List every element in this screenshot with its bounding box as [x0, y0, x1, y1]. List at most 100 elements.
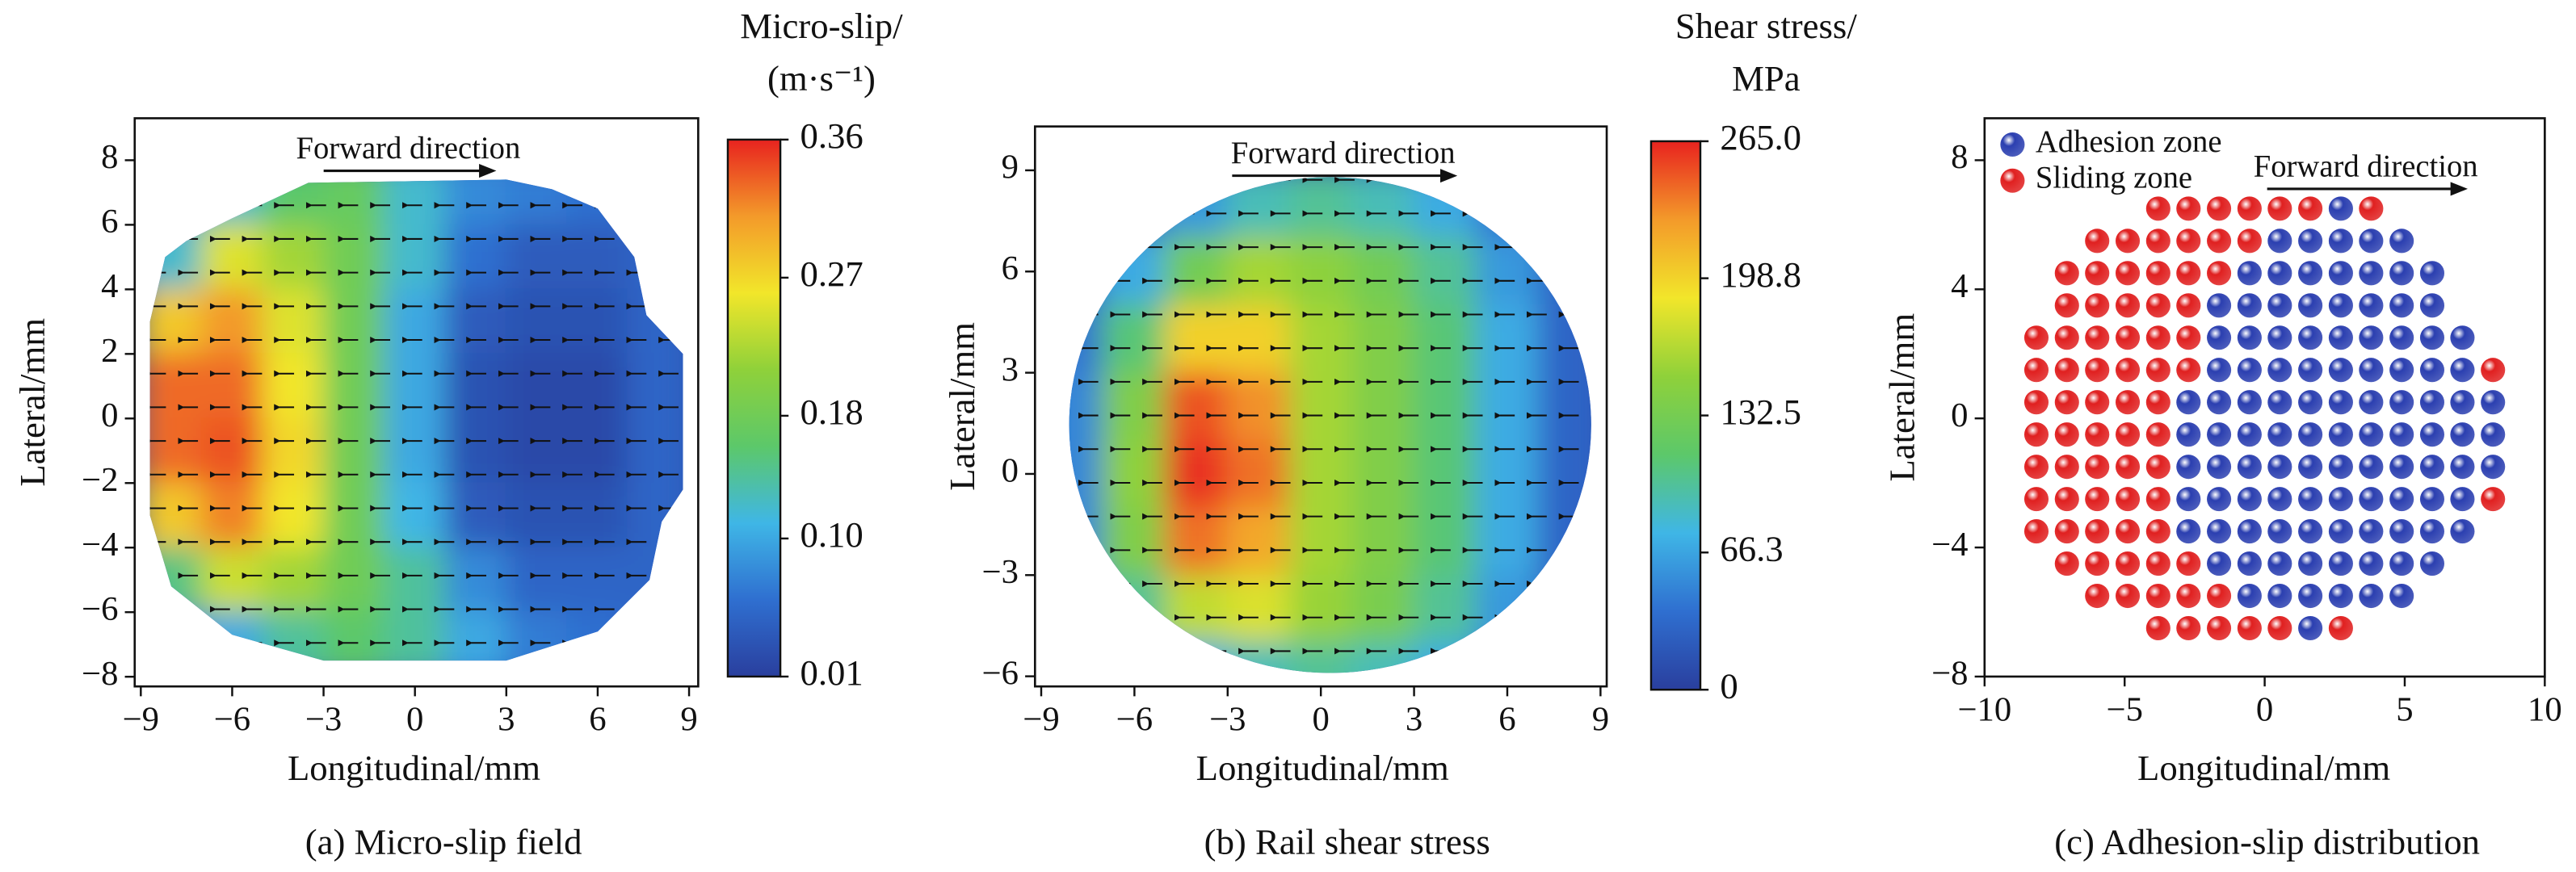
colorbar-tick-label: 0.01: [800, 652, 863, 693]
field-cell: [1226, 439, 1291, 509]
field-cell: [505, 547, 569, 614]
point: [2176, 390, 2201, 415]
point: [2176, 487, 2201, 512]
point: [2298, 228, 2323, 254]
y-tick-label: 4: [1951, 267, 1968, 305]
y-axis-label: Lateral/mm: [1881, 313, 1922, 482]
point: [2054, 390, 2079, 415]
field-cell: [1102, 177, 1166, 239]
y-tick-label: −4: [82, 526, 118, 564]
point: [2085, 551, 2110, 576]
point: [2359, 422, 2384, 447]
x-tick-label: 3: [498, 701, 515, 739]
point: [2328, 261, 2353, 286]
field-cell: [444, 547, 507, 614]
field-cell: [383, 482, 447, 549]
point: [2207, 390, 2232, 415]
x-tick-label: −3: [305, 701, 342, 739]
point: [2419, 358, 2445, 383]
point: [2237, 487, 2262, 512]
field-cell: [383, 611, 447, 661]
x-tick-label: 10: [2528, 690, 2562, 728]
point: [2328, 325, 2353, 350]
point: [2267, 261, 2292, 286]
point: [2298, 455, 2323, 480]
point: [2023, 325, 2049, 350]
field-cell: [322, 547, 385, 614]
point: [2145, 487, 2170, 512]
legend-label: Sliding zone: [2036, 161, 2192, 195]
point: [2419, 325, 2445, 350]
legend-marker: [2000, 132, 2025, 157]
field-cell: [262, 353, 325, 420]
field-cell: [444, 288, 507, 355]
field-cell: [444, 611, 507, 661]
point: [2145, 390, 2170, 415]
point: [2145, 228, 2170, 254]
field-cell: [505, 179, 569, 226]
field-cell: [149, 482, 203, 549]
panel-caption: (c) Adhesion-slip distribution: [2054, 822, 2480, 862]
field-cell: [1288, 641, 1353, 673]
point: [2298, 487, 2323, 512]
point: [2145, 455, 2170, 480]
point: [2237, 583, 2262, 609]
field-cell: [444, 417, 507, 484]
point: [2389, 422, 2414, 447]
field-cell: [505, 353, 569, 420]
panel-caption: (a) Micro-slip field: [305, 822, 582, 862]
point: [2085, 358, 2110, 383]
field-cell: [322, 482, 385, 549]
field-cell: [444, 482, 507, 549]
point: [2298, 196, 2323, 221]
point: [2085, 325, 2110, 350]
point: [2359, 519, 2384, 544]
x-tick-label: 0: [1313, 701, 1330, 739]
field-cell: [627, 224, 683, 291]
field-cell: [149, 179, 203, 226]
point: [2237, 551, 2262, 576]
field-cell: [1288, 304, 1353, 374]
point: [2145, 583, 2170, 609]
field-cell: [1288, 371, 1353, 442]
point: [2145, 293, 2170, 318]
y-tick-label: 8: [1951, 138, 1968, 176]
direction-label: Forward direction: [1231, 136, 1456, 170]
point: [2176, 422, 2201, 447]
point: [2450, 390, 2475, 415]
point: [2207, 519, 2232, 544]
x-axis-label: Longitudinal/mm: [2137, 748, 2390, 788]
y-tick-label: 0: [1951, 396, 1968, 434]
point: [2419, 551, 2445, 576]
field-cell: [1413, 641, 1477, 673]
point: [2085, 228, 2110, 254]
y-tick-label: 6: [1002, 249, 1019, 287]
colorbar-title: MPa: [1732, 58, 1801, 99]
y-axis-label: Lateral/mm: [942, 322, 982, 491]
field-cell: [383, 288, 447, 355]
point: [2115, 293, 2141, 318]
point: [2054, 519, 2079, 544]
point: [2359, 196, 2384, 221]
field-cell: [1069, 237, 1104, 307]
field-cell: [1102, 574, 1166, 644]
point: [2419, 390, 2445, 415]
point: [2207, 487, 2232, 512]
legend-marker: [2000, 168, 2025, 193]
point: [2176, 325, 2201, 350]
point: [2267, 615, 2292, 641]
field-cell: [200, 179, 264, 226]
x-tick-label: 0: [406, 701, 423, 739]
field-cell: [1475, 177, 1540, 239]
colorbar-tick-label: 198.8: [1720, 254, 1801, 295]
field-cell: [1413, 177, 1477, 239]
point: [2328, 583, 2353, 609]
point: [2115, 390, 2141, 415]
point: [2328, 615, 2353, 641]
point: [2023, 390, 2049, 415]
point: [2359, 583, 2384, 609]
field-cell: [262, 224, 325, 291]
field-cell: [149, 611, 203, 661]
field-cell: [1069, 574, 1104, 644]
